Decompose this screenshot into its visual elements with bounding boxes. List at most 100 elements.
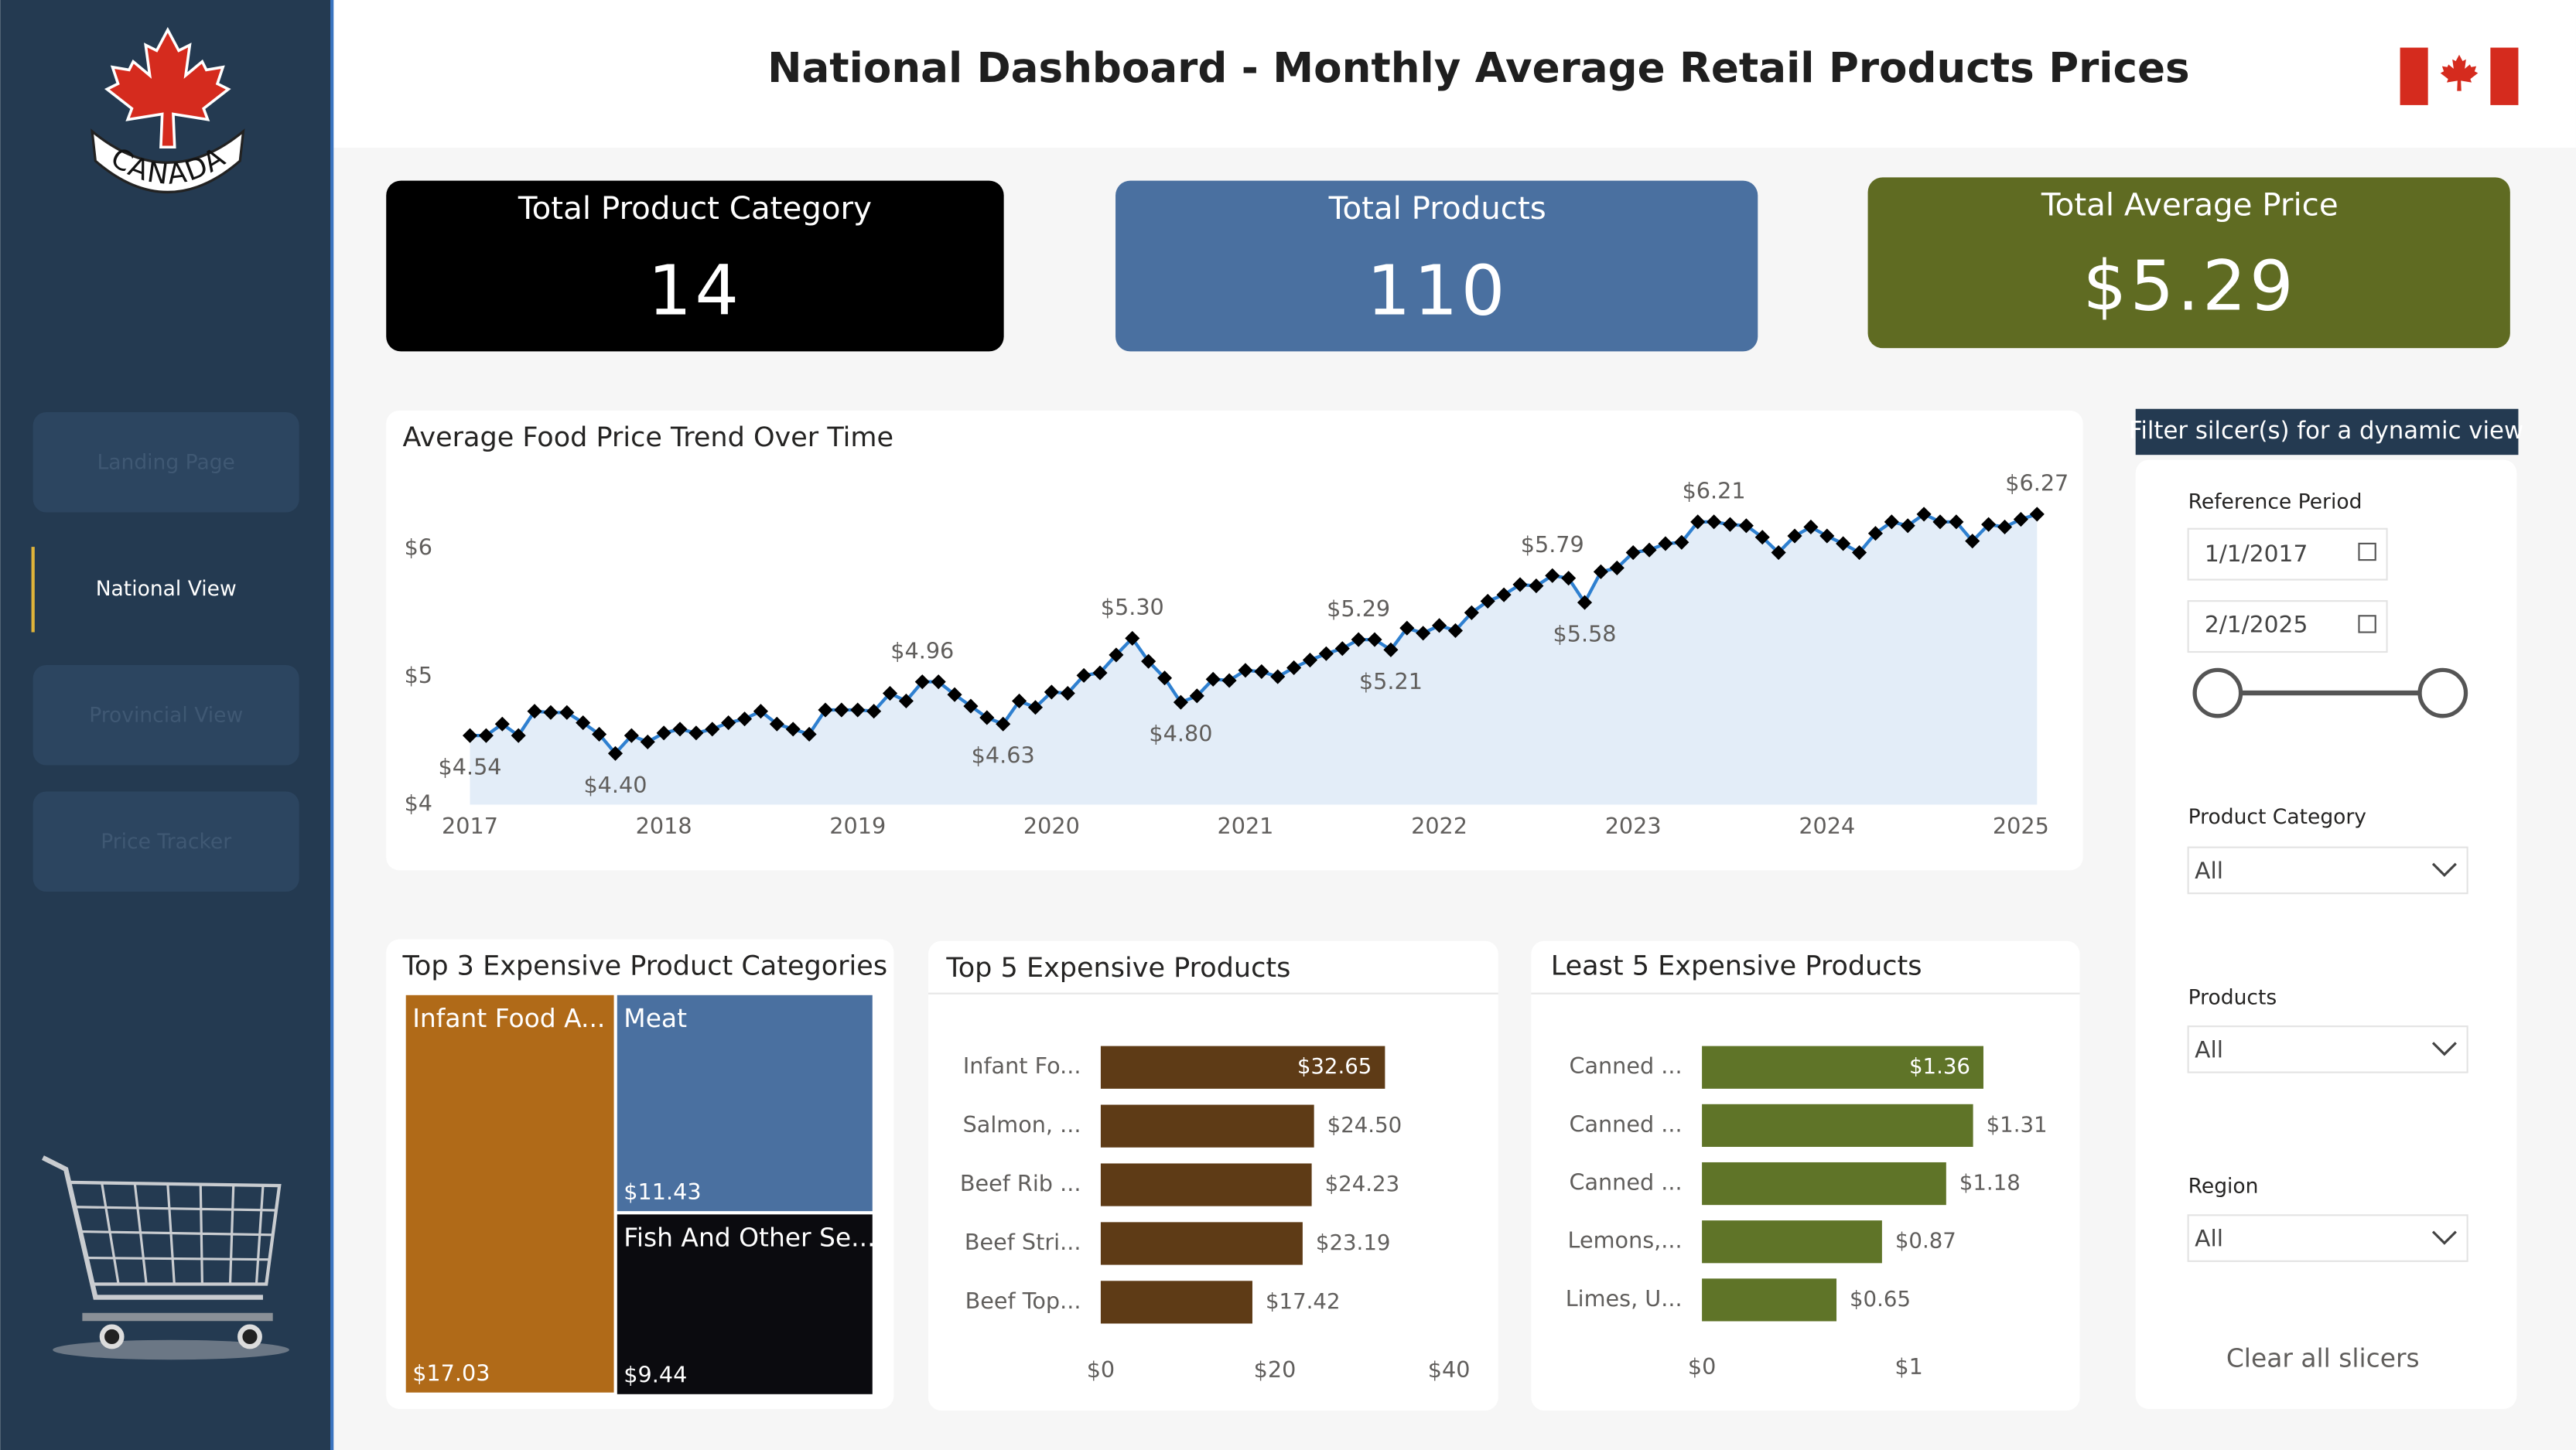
- marker: [2029, 507, 2045, 522]
- marker: [931, 674, 946, 690]
- calendar-icon[interactable]: [2358, 615, 2376, 633]
- logo-banner: [91, 128, 245, 194]
- slicer-heading-box: [2135, 408, 2519, 455]
- data-label: $24.50: [1327, 1112, 1402, 1138]
- marker: [1156, 670, 1173, 686]
- marker: [478, 728, 494, 743]
- nav-label[interactable]: Price Tracker: [101, 830, 231, 854]
- marker: [1981, 517, 1997, 532]
- date-input[interactable]: [2187, 600, 2388, 653]
- y-tick-label: $5: [405, 662, 432, 688]
- date-value[interactable]: 1/1/2017: [2205, 541, 2308, 568]
- marker: [1754, 530, 1770, 545]
- nav-label[interactable]: National View: [96, 577, 237, 601]
- marker: [624, 728, 639, 743]
- marker: [1900, 518, 1915, 534]
- y-tick-label: Canned ...: [1569, 1053, 1682, 1079]
- dropdown-value[interactable]: All: [2195, 1037, 2223, 1064]
- marker: [527, 704, 542, 719]
- marker: [1496, 587, 1512, 602]
- chevron[interactable]: [2431, 1230, 2457, 1245]
- marker: [607, 745, 624, 761]
- marker: [1141, 653, 1156, 669]
- kpi-card: [1115, 180, 1758, 352]
- y-tick-label: Beef Rib ...: [960, 1170, 1081, 1196]
- treemap-tile: [405, 995, 614, 1393]
- nav-button[interactable]: [32, 664, 299, 766]
- marker: [1738, 518, 1754, 534]
- bar: [1100, 1281, 1252, 1324]
- marker: [1109, 647, 1124, 663]
- date-input[interactable]: [2187, 527, 2388, 581]
- dropdown-value[interactable]: All: [2195, 1226, 2223, 1253]
- y-tick-label: Canned ...: [1569, 1169, 1682, 1196]
- marker: [1949, 514, 1964, 530]
- data-label: $0.87: [1895, 1228, 1956, 1254]
- x-tick-label: $1: [1894, 1353, 1922, 1380]
- marker: [1965, 534, 1980, 549]
- marker: [592, 726, 607, 742]
- marker: [1867, 526, 1884, 541]
- x-tick-label: 2018: [636, 813, 692, 839]
- marker: [1997, 519, 2013, 535]
- chevron[interactable]: [2431, 862, 2457, 878]
- treemap-tile: [617, 995, 873, 1212]
- bar: [1100, 1046, 1385, 1089]
- bar: [1702, 1220, 1882, 1264]
- nav-label[interactable]: Landing Page: [97, 450, 234, 474]
- marker: [1205, 671, 1221, 687]
- cart-grid: [75, 1183, 276, 1285]
- nav-label[interactable]: Provincial View: [89, 703, 243, 727]
- data-label: $5.29: [1327, 595, 1390, 622]
- x-tick-label: 2023: [1605, 813, 1662, 839]
- flag-band: [2400, 47, 2428, 105]
- marker: [1044, 684, 1059, 700]
- marker: [1270, 669, 1286, 684]
- marker: [1529, 578, 1544, 594]
- kpi-value: 110: [1367, 251, 1508, 332]
- y-tick-label: $4: [405, 790, 432, 816]
- tile-label: Infant Food A...: [412, 1003, 605, 1033]
- marker: [1722, 517, 1738, 532]
- data-label: $5.21: [1359, 668, 1423, 694]
- marker: [656, 725, 671, 741]
- x-tick-label: 2020: [1023, 813, 1080, 839]
- marker: [1819, 528, 1835, 544]
- flag: [2400, 47, 2519, 105]
- chevron[interactable]: [2431, 1042, 2457, 1056]
- y-tick-label: Salmon, ...: [963, 1111, 1081, 1138]
- cart-wheel: [237, 1324, 262, 1349]
- range-handle[interactable]: [2417, 667, 2468, 718]
- slicer-heading: Filter silcer(s) for a dynamic view: [2129, 417, 2523, 445]
- kpi-value: 14: [647, 251, 742, 332]
- x-tick-label: $0: [1688, 1353, 1716, 1380]
- bar: [1702, 1278, 1837, 1322]
- marker: [511, 728, 526, 743]
- x-tick-label: 2019: [829, 813, 886, 839]
- dropdown-value[interactable]: All: [2195, 858, 2223, 885]
- slicer-label: Product Category: [2188, 805, 2366, 829]
- clear-button[interactable]: Clear all slicers: [2226, 1343, 2420, 1373]
- marker: [1383, 642, 1399, 657]
- y-tick-label: Limes, U...: [1566, 1285, 1683, 1312]
- range-handle[interactable]: [2192, 667, 2243, 718]
- y-tick-label: $6: [405, 534, 432, 561]
- chart-title: Average Food Price Trend Over Time: [402, 421, 893, 453]
- marker: [1561, 571, 1577, 586]
- kpi-card: [386, 180, 1004, 352]
- marker: [1092, 665, 1108, 681]
- marker: [947, 687, 962, 702]
- dropdown[interactable]: [2187, 846, 2468, 895]
- marker: [914, 674, 930, 690]
- chart-title: Least 5 Expensive Products: [1551, 950, 1922, 982]
- nav-button[interactable]: [32, 411, 299, 513]
- date-value[interactable]: 2/1/2025: [2205, 612, 2308, 639]
- nav-button[interactable]: [32, 791, 299, 892]
- dropdown[interactable]: [2187, 1214, 2468, 1262]
- dropdown[interactable]: [2187, 1025, 2468, 1073]
- header-bar: [332, 0, 2576, 148]
- calendar-icon[interactable]: [2358, 542, 2376, 561]
- data-label: $4.96: [890, 637, 954, 664]
- y-tick-label: Infant Fo...: [963, 1053, 1081, 1079]
